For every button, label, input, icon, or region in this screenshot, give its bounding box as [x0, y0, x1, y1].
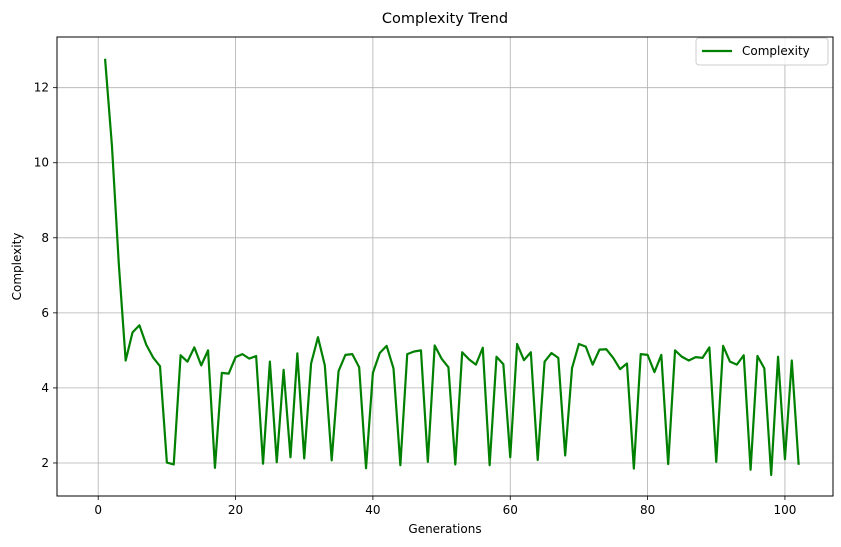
y-axis-label: Complexity: [10, 233, 24, 301]
x-tick-label: 100: [773, 503, 796, 517]
y-tick-label: 4: [41, 381, 49, 395]
y-tick-label: 10: [34, 156, 49, 170]
legend: Complexity: [695, 37, 829, 66]
y-tick-label: 12: [34, 81, 49, 95]
chart-title: Complexity Trend: [382, 11, 508, 27]
x-tick-label: 60: [503, 503, 518, 517]
series-layer: [103, 58, 800, 477]
x-tick-label: 40: [365, 503, 380, 517]
y-tick-label: 2: [41, 456, 49, 470]
series-line-complexity: [103, 58, 800, 477]
plot-frame: [56, 36, 834, 497]
y-tick-label: 6: [41, 306, 49, 320]
legend-entry-complexity: Complexity: [742, 44, 810, 58]
x-axis-label: Generations: [408, 522, 481, 536]
x-tick-label: 80: [640, 503, 655, 517]
y-tick-label: 8: [41, 231, 49, 245]
legend-box: [695, 37, 829, 66]
x-tick-label: 20: [228, 503, 243, 517]
x-axis-ticks: 0 20 40 60 80 100: [94, 496, 796, 517]
y-axis-ticks: 2 4 6 8 10 12: [34, 81, 57, 470]
x-tick-label: 0: [94, 503, 102, 517]
grid: [57, 37, 833, 496]
